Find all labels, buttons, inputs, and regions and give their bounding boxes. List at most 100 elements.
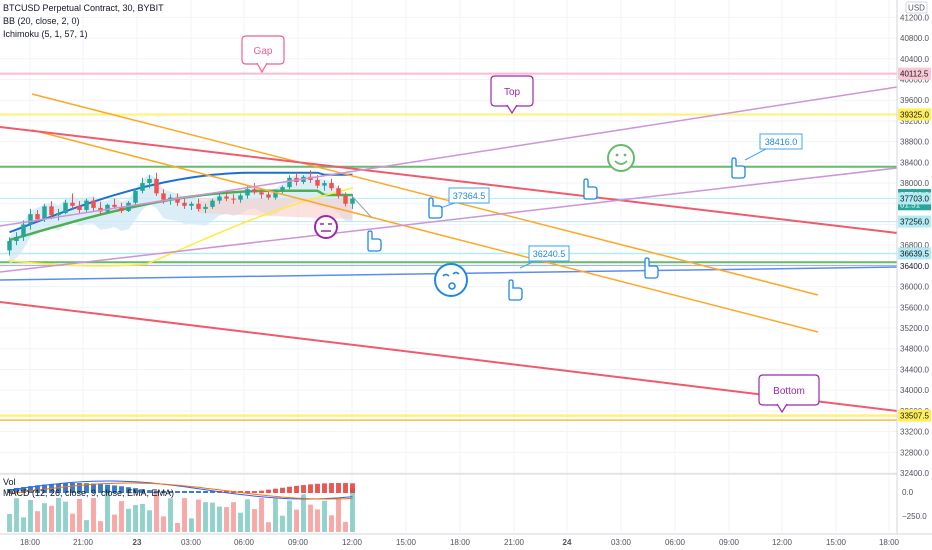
price-tag[interactable] bbox=[898, 259, 931, 272]
time-tick-label: 24 bbox=[563, 538, 572, 547]
price-tag[interactable] bbox=[898, 108, 931, 121]
candle-body[interactable] bbox=[217, 196, 222, 201]
price-note-36240[interactable]: 36240.5 bbox=[519, 245, 570, 269]
price-note-36240-text: 36240.5 bbox=[533, 249, 566, 259]
trendline-red-lower[interactable] bbox=[0, 301, 898, 412]
time-axis[interactable]: 18:00 21:00 23 03:00 06:00 09:00 12:00 15:00 18:… bbox=[0, 533, 932, 547]
pointer-hand-icon-3[interactable] bbox=[583, 178, 598, 200]
candle-body[interactable] bbox=[105, 204, 110, 212]
trendline-violet-lower[interactable] bbox=[0, 167, 898, 273]
bottom-callout[interactable]: Bottom bbox=[758, 374, 820, 414]
volume-bar bbox=[252, 509, 257, 532]
candle-body[interactable] bbox=[168, 197, 173, 200]
macd-histogram-bar bbox=[224, 491, 229, 493]
macd-histogram-bar bbox=[315, 483, 320, 493]
volume-bar bbox=[182, 498, 187, 532]
price-tag[interactable] bbox=[898, 215, 931, 228]
pointer-hand-icon-6[interactable] bbox=[731, 157, 746, 179]
candle-body[interactable] bbox=[70, 202, 75, 206]
candle-body[interactable] bbox=[273, 190, 278, 198]
candle-body[interactable] bbox=[203, 206, 208, 209]
macd-histogram-bar bbox=[350, 483, 355, 493]
trendline-violet-upper[interactable] bbox=[0, 86, 898, 227]
candle-body[interactable] bbox=[21, 224, 26, 237]
candle-body[interactable] bbox=[14, 236, 19, 242]
candle-body[interactable] bbox=[119, 206, 124, 212]
price-tick-label: 38400.0 bbox=[900, 158, 929, 167]
candle-body[interactable] bbox=[35, 214, 40, 220]
macd-histogram-bar bbox=[21, 487, 26, 493]
candle-body[interactable] bbox=[210, 200, 215, 207]
candle-body[interactable] bbox=[161, 193, 166, 200]
candle-body[interactable] bbox=[329, 183, 334, 189]
drawing-annotations[interactable]: Gap Top Bottom 37364.5 38416.0 36240.5 bbox=[241, 35, 820, 414]
neutral-face-icon[interactable] bbox=[314, 215, 338, 239]
candle-body[interactable] bbox=[350, 198, 355, 204]
trend-lines[interactable] bbox=[0, 86, 898, 412]
candle-body[interactable] bbox=[280, 187, 285, 191]
candle-body[interactable] bbox=[147, 178, 152, 184]
price-tag[interactable] bbox=[898, 192, 931, 205]
candle-body[interactable] bbox=[77, 205, 82, 210]
candle-body[interactable] bbox=[259, 192, 264, 195]
candle-body[interactable] bbox=[154, 178, 159, 194]
candle-body[interactable] bbox=[91, 200, 96, 208]
candle-body[interactable] bbox=[182, 202, 187, 206]
candle-body[interactable] bbox=[56, 213, 61, 216]
candle-body[interactable] bbox=[266, 194, 271, 198]
pointer-hand-icon-2[interactable] bbox=[428, 197, 443, 219]
candle-body[interactable] bbox=[336, 188, 341, 196]
worried-face-icon[interactable] bbox=[434, 263, 468, 297]
candle-body[interactable] bbox=[175, 197, 180, 203]
candle-body[interactable] bbox=[133, 190, 138, 203]
smiley-face-icon[interactable] bbox=[607, 144, 635, 172]
candle-body[interactable] bbox=[42, 206, 47, 220]
candle-body[interactable] bbox=[63, 202, 68, 214]
gap-callout-text: Gap bbox=[254, 46, 273, 57]
gap-callout[interactable]: Gap bbox=[241, 35, 285, 74]
legend-macd[interactable]: MACD (12, 26, close, 9, close, EMA, EMA) bbox=[3, 488, 175, 498]
candle-body[interactable] bbox=[315, 179, 320, 186]
trendline-orange-lower[interactable] bbox=[31, 129, 819, 333]
candle-body[interactable] bbox=[343, 195, 348, 204]
candlestick-series[interactable] bbox=[7, 170, 355, 256]
price-tag[interactable] bbox=[898, 67, 931, 80]
candle-body[interactable] bbox=[84, 200, 89, 210]
legend-symbol[interactable]: BTCUSD Perpetual Contract, 30, BYBIT bbox=[3, 3, 164, 13]
candle-body[interactable] bbox=[322, 183, 327, 186]
legend-bb[interactable]: BB (20, close, 2, 0) bbox=[3, 16, 80, 26]
trendline-red-upper[interactable] bbox=[0, 126, 898, 234]
top-callout[interactable]: Top bbox=[490, 75, 534, 115]
candle-body[interactable] bbox=[252, 189, 257, 193]
candle-body[interactable] bbox=[287, 177, 292, 188]
candle-body[interactable] bbox=[126, 202, 131, 212]
price-note-38416[interactable]: 38416.0 bbox=[744, 133, 803, 161]
macd-histogram-bar bbox=[133, 488, 138, 493]
currency-badge[interactable] bbox=[905, 1, 928, 14]
candle-body[interactable] bbox=[49, 206, 54, 216]
price-tag-label: 36400.0 bbox=[900, 262, 929, 271]
price-note-37364[interactable]: 37364.5 bbox=[439, 187, 490, 209]
legend-volume[interactable]: Vol bbox=[3, 477, 16, 487]
price-tag[interactable] bbox=[898, 247, 931, 260]
macd-histogram-bar bbox=[252, 491, 257, 493]
price-tag[interactable] bbox=[898, 409, 931, 422]
candle-body[interactable] bbox=[245, 189, 250, 196]
pointer-hand-icon-5[interactable] bbox=[644, 257, 659, 279]
legend-ichimoku[interactable]: Ichimoku (5, 1, 57, 1) bbox=[3, 29, 88, 39]
candle-body[interactable] bbox=[231, 198, 236, 200]
trendline-orange-upper[interactable] bbox=[31, 93, 819, 296]
projection-line[interactable] bbox=[351, 195, 373, 219]
candle-body[interactable] bbox=[196, 203, 201, 209]
candle-body[interactable] bbox=[7, 241, 12, 251]
candle-body[interactable] bbox=[140, 183, 145, 191]
pointer-hand-icon-1[interactable] bbox=[367, 230, 382, 252]
candle-body[interactable] bbox=[224, 196, 229, 199]
candle-body[interactable] bbox=[189, 203, 194, 206]
candle-body[interactable] bbox=[28, 214, 33, 225]
candle-body[interactable] bbox=[238, 195, 243, 200]
pointer-hand-icon-4[interactable] bbox=[508, 279, 523, 301]
candle-body[interactable] bbox=[112, 204, 117, 207]
